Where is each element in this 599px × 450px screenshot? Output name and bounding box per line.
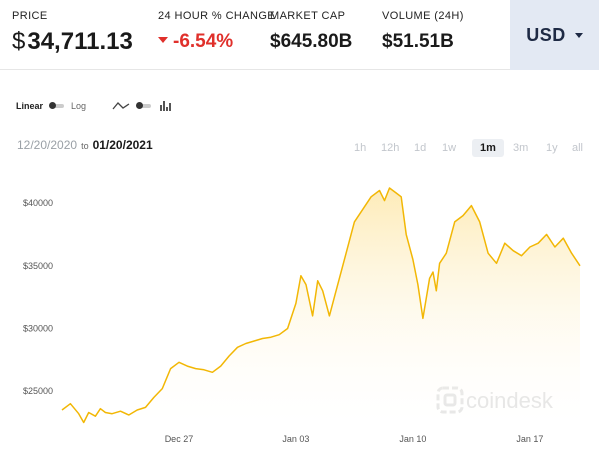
chevron-down-icon (574, 32, 583, 38)
change-amount: -6.54% (173, 31, 234, 52)
volume-stat: VOLUME (24H) $51.51B (382, 10, 464, 53)
price-value: $34,711.13 (12, 28, 133, 56)
y-tick-label: $40000 (23, 198, 53, 208)
stats-bar: PRICE $34,711.13 24 HOUR % CHANGE -6.54%… (0, 0, 599, 70)
y-axis: $25000 $30000 $35000 $40000 (23, 198, 53, 396)
candlestick-icon[interactable] (160, 101, 172, 111)
currency-selected: USD (526, 24, 566, 45)
range-1m[interactable]: 1m (472, 139, 504, 157)
scale-toggle[interactable] (49, 102, 65, 109)
chart-type-toggle[interactable] (136, 102, 152, 109)
x-axis: Dec 27 Jan 03 Jan 10 Jan 17 (165, 434, 544, 444)
price-area (62, 188, 580, 425)
scale-linear-label[interactable]: Linear (16, 101, 44, 111)
date-from[interactable]: 12/20/2020 (17, 138, 78, 152)
date-range: 12/20/2020 to 01/20/2021 (17, 138, 153, 152)
y-tick-label: $25000 (23, 386, 53, 396)
down-arrow-icon (158, 36, 168, 43)
price-amount: 34,711.13 (27, 28, 133, 55)
y-tick-label: $35000 (23, 261, 53, 271)
range-all[interactable]: all (572, 142, 584, 154)
change-label: 24 HOUR % CHANGE (158, 10, 276, 22)
range-1y[interactable]: 1y (546, 142, 558, 154)
range-12h[interactable]: 12h (381, 142, 400, 154)
price-label: PRICE (12, 10, 48, 22)
x-tick-label: Dec 27 (165, 434, 194, 444)
market-cap-label: MARKET CAP (270, 10, 346, 22)
change-stat: 24 HOUR % CHANGE -6.54% (158, 10, 275, 53)
price-line (61, 187, 581, 424)
chart-controls: Linear Log (16, 98, 172, 114)
volume-label: VOLUME (24H) (382, 10, 464, 22)
x-tick-label: Jan 17 (516, 434, 543, 444)
date-to-word: to (81, 141, 89, 151)
line-chart-icon[interactable] (112, 101, 130, 111)
scale-log-label[interactable]: Log (71, 101, 87, 111)
y-tick-label: $30000 (23, 323, 53, 333)
range-1d[interactable]: 1d (414, 142, 427, 154)
change-value: -6.54% (158, 31, 275, 53)
range-3m[interactable]: 3m (513, 142, 529, 154)
x-tick-label: Jan 03 (282, 434, 309, 444)
x-tick-label: Jan 10 (399, 434, 426, 444)
price-chart[interactable]: $25000 $30000 $35000 $40000 Dec 27 Jan 03 Jan… (0, 170, 599, 450)
range-1h[interactable]: 1h (354, 142, 367, 154)
date-to[interactable]: 01/20/2021 (92, 138, 153, 152)
currency-select[interactable]: USD (510, 0, 599, 70)
price-stat: PRICE $34,711.13 (12, 10, 133, 56)
currency-symbol: $ (12, 28, 26, 55)
volume-value: $51.51B (382, 31, 454, 52)
range-1w[interactable]: 1w (442, 142, 457, 154)
market-cap-value: $645.80B (270, 31, 353, 52)
market-cap-stat: MARKET CAP $645.80B (270, 10, 352, 53)
